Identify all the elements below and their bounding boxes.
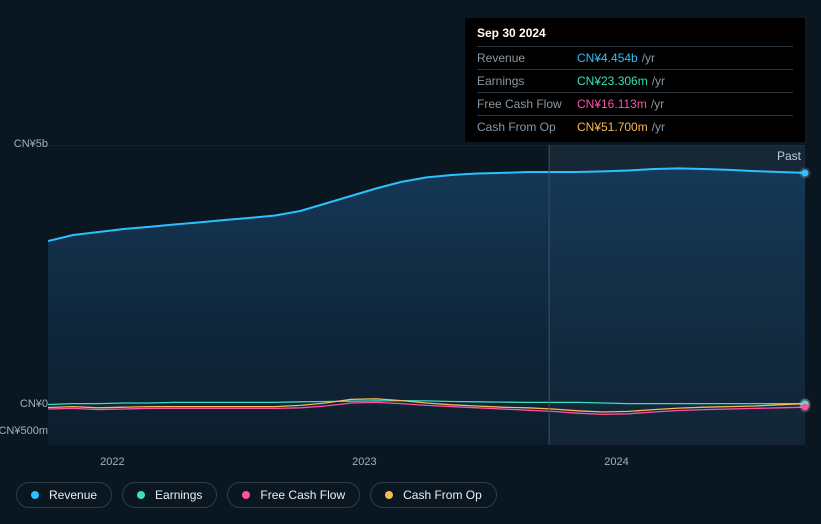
tooltip-unit: /yr	[651, 97, 664, 111]
tooltip-unit: /yr	[642, 51, 655, 65]
legend-dot-icon	[137, 491, 145, 499]
x-axis-label: 2024	[604, 456, 628, 468]
tooltip-value: CN¥16.113m	[577, 97, 647, 111]
legend-label: Revenue	[49, 488, 97, 502]
tooltip-value: CN¥4.454b	[577, 51, 638, 65]
y-axis-label: -CN¥500m	[0, 425, 48, 437]
tooltip-row: RevenueCN¥4.454b/yr	[477, 46, 793, 69]
x-axis-label: 2023	[352, 456, 376, 468]
y-axis-label: CN¥0	[20, 398, 48, 410]
x-axis-label: 2022	[100, 456, 124, 468]
tooltip-label: Cash From Op	[477, 120, 577, 134]
tooltip-date: Sep 30 2024	[477, 26, 793, 46]
legend-item-earnings[interactable]: Earnings	[122, 482, 217, 508]
tooltip-row: EarningsCN¥23.306m/yr	[477, 69, 793, 92]
tooltip-value: CN¥51.700m	[577, 120, 648, 134]
data-tooltip: Sep 30 2024 RevenueCN¥4.454b/yrEarningsC…	[465, 18, 805, 142]
chart-svg	[48, 145, 805, 445]
legend-item-free-cash-flow[interactable]: Free Cash Flow	[227, 482, 360, 508]
tooltip-unit: /yr	[652, 120, 665, 134]
tooltip-value: CN¥23.306m	[577, 74, 648, 88]
legend-item-revenue[interactable]: Revenue	[16, 482, 112, 508]
tooltip-label: Earnings	[477, 74, 577, 88]
legend-label: Earnings	[155, 488, 202, 502]
legend-dot-icon	[31, 491, 39, 499]
tooltip-row: Free Cash FlowCN¥16.113m/yr	[477, 92, 793, 115]
legend-item-cash-from-op[interactable]: Cash From Op	[370, 482, 497, 508]
legend-label: Cash From Op	[403, 488, 482, 502]
series-end-dot	[802, 404, 809, 411]
tooltip-label: Free Cash Flow	[477, 97, 577, 111]
series-end-dot	[802, 169, 809, 176]
legend-dot-icon	[242, 491, 250, 499]
tooltip-unit: /yr	[652, 74, 665, 88]
y-axis-label: CN¥5b	[14, 138, 48, 150]
tooltip-row: Cash From OpCN¥51.700m/yr	[477, 115, 793, 138]
legend-label: Free Cash Flow	[260, 488, 345, 502]
legend-dot-icon	[385, 491, 393, 499]
legend: Revenue Earnings Free Cash Flow Cash From O…	[16, 482, 497, 508]
tooltip-label: Revenue	[477, 51, 577, 65]
chart-area	[48, 145, 805, 445]
